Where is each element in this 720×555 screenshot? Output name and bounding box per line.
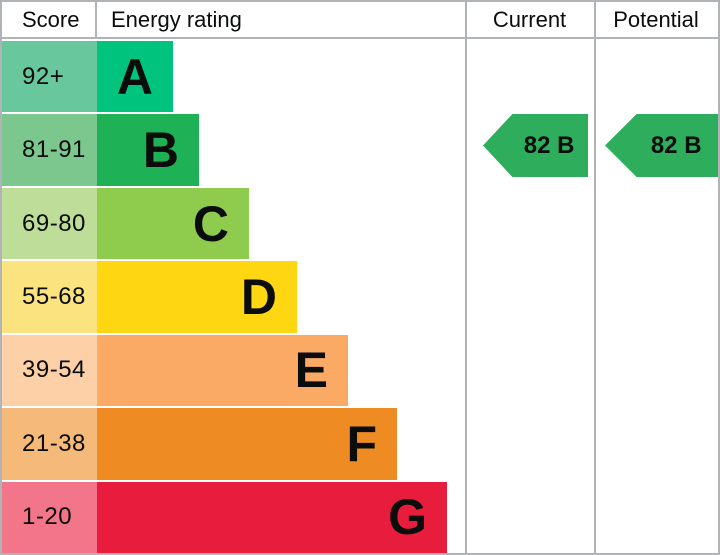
rating-letter: A [116,48,153,105]
potential-column-header: Potential [613,6,699,32]
score-range-label: 92+ [22,62,65,90]
rating-band: A [97,41,173,113]
score-range-cell: 55-68 [2,261,97,333]
potential-rating-label: 82 B [650,131,702,159]
score-range-cell: 92+ [2,41,97,113]
rating-letter: G [388,489,427,546]
rating-letter: E [294,342,328,399]
score-column-header: Score [2,2,97,37]
current-column-header: Current [492,6,567,32]
score-range-cell: 21-38 [2,408,97,480]
score-range-cell: 69-80 [2,187,97,260]
rating-row: 21-38 F [2,408,467,480]
score-range-cell: 81-91 [2,114,97,186]
current-rating-arrow: 82 B [483,114,588,177]
potential-column-divider [594,2,596,553]
rating-row: 69-80 C [2,187,467,260]
rating-band: C [97,187,249,260]
rating-band: D [97,261,297,333]
rating-letter: C [192,195,229,252]
score-range-label: 55-68 [22,282,86,310]
rating-row: 81-91 B [2,114,467,186]
current-rating-label: 82 B [523,131,575,159]
rating-row: 55-68 D [2,261,467,333]
rating-bands: 92+ A 81-91 B 69-80 C 55-68 D 39-54 [2,41,467,553]
current-column-divider [465,2,467,553]
score-range-cell: 1-20 [2,481,97,553]
rating-band: G [97,481,447,553]
rating-band: E [97,334,348,407]
potential-rating-arrow: 82 B [605,114,718,177]
rating-row: 39-54 E [2,334,467,407]
chart-header: Score Energy rating Current Potential [2,2,718,39]
score-range-cell: 39-54 [2,334,97,407]
score-range-label: 39-54 [22,356,86,384]
score-range-label: 21-38 [22,429,86,457]
rating-letter: B [142,122,179,179]
rating-letter: F [346,415,377,472]
energy-rating-column-header: Energy rating [111,6,242,32]
score-range-label: 81-91 [22,136,86,164]
rating-band: B [97,114,199,186]
score-range-label: 69-80 [22,209,86,237]
rating-letter: D [240,268,277,325]
rating-row: 1-20 G [2,481,467,553]
rating-row: 92+ A [2,41,467,113]
score-range-label: 1-20 [22,503,73,531]
rating-band: F [97,408,397,480]
